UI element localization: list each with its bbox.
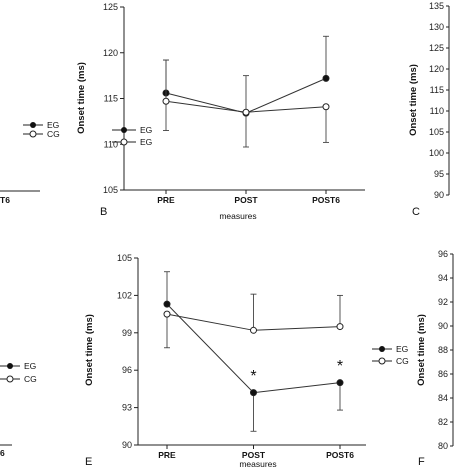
chart-b-xlabel: measures [219, 211, 256, 221]
legend-open-marker [120, 138, 128, 146]
right-top-tick-label: 100 [429, 148, 444, 158]
legend-open-marker [378, 357, 386, 365]
right-top-tick-label: 90 [434, 190, 444, 200]
chart-e-xlabel: measures [239, 459, 276, 469]
right-top-tick-label: 95 [434, 169, 444, 179]
chart-e-x-tick-label: POST [242, 450, 266, 460]
right-top-tick-label: 120 [429, 64, 444, 74]
chart-e-y-tick-label: 105 [117, 253, 132, 263]
right-bottom-ylabel: Onset time (ms) [416, 314, 427, 386]
legend-bottom-right: EG CG [372, 344, 409, 366]
right-bottom-tick-label: 96 [438, 249, 448, 259]
right-top-tick-label: 105 [429, 127, 444, 137]
chart-b-x-tick-label: POST6 [312, 195, 340, 205]
legend-label: CG [24, 374, 37, 384]
chart-b-point-open [322, 103, 330, 111]
chart-e-y-tick-label: 99 [122, 328, 132, 338]
chart-b-x-tick-label: PRE [157, 195, 175, 205]
chart-e-point-open [250, 326, 257, 334]
panel-label-c: C [412, 206, 420, 218]
right-partial-axis-top: Onset time (ms) C 90 95 100 105 110 115 120 125… [408, 1, 450, 218]
panel-label-e: E [85, 456, 92, 468]
chart-b-marks [162, 35, 330, 148]
chart-e-y-tick-label: 90 [122, 440, 132, 450]
legend-open-marker [6, 375, 14, 383]
chart-e-point-filled [336, 379, 344, 387]
chart-b-point-filled [322, 74, 330, 82]
legend-label: EG [24, 361, 36, 371]
legend-filled-marker [379, 346, 385, 352]
right-top-tick-label: 115 [430, 85, 444, 95]
chart-b-y-tick-label: 105 [103, 185, 118, 195]
legend-label: CG [47, 129, 60, 139]
right-bottom-tick-label: 90 [438, 321, 448, 331]
fragment-tick-label: T6 [0, 195, 10, 205]
chart-e-y-tick-label: 93 [122, 403, 132, 413]
right-top-ylabel: Onset time (ms) [408, 64, 419, 136]
right-partial-axis-bottom: EG CG Onset time (ms) F 80 82 84 86 88 90 92 94… [372, 249, 454, 468]
legend-top-left: EG CG [23, 120, 60, 139]
chart-b-y-tick-label: 110 [104, 139, 118, 149]
chart-e-marks: ** [163, 271, 344, 432]
chart-e-ylabel: Onset time (ms) [84, 314, 95, 386]
chart-e-point-open [336, 323, 344, 331]
legend-filled-marker [121, 127, 127, 133]
legend-label: CG [396, 356, 409, 366]
legend-bottom-left: EG CG [0, 361, 37, 384]
chart-e-axes: 90 93 96 99 102 105 PRE POST POST6 [117, 253, 366, 460]
left-fragment-bottom: 6 [0, 444, 12, 458]
right-top-tick-label: 125 [429, 43, 444, 53]
legend-label: EG [47, 120, 59, 130]
chart-e-x-tick-label: PRE [158, 450, 176, 460]
chart-b-axes: 105 110 115 120 125 PRE POST POST6 [103, 2, 365, 205]
right-top-tick-label: 110 [430, 106, 444, 116]
chart-b-ylabel: Onset time (ms) [76, 62, 87, 134]
fragment-tick-label: 6 [0, 448, 5, 458]
right-bottom-tick-label: 82 [438, 417, 448, 427]
chart-e-x-tick-label: POST6 [326, 450, 354, 460]
right-top-tick-label: 135 [429, 1, 444, 11]
chart-e-y-tick-label: 96 [122, 365, 132, 375]
right-bottom-tick-label: 84 [438, 393, 448, 403]
right-bottom-tick-label: 94 [438, 273, 448, 283]
chart-b-x-tick-label: POST [234, 195, 258, 205]
left-fragment-top: T6 [0, 190, 40, 205]
chart-b-y-tick-label: 125 [103, 2, 118, 12]
chart-e-point-filled [250, 389, 257, 397]
chart-b-y-tick-label: 120 [103, 48, 118, 58]
chart-e-point-open [163, 310, 171, 318]
chart-b-y-tick-label: 115 [104, 94, 118, 104]
chart-e-significance-marker: * [250, 368, 256, 385]
right-bottom-tick-label: 92 [438, 297, 448, 307]
right-bottom-tick-label: 86 [438, 369, 448, 379]
chart-e-point-filled [163, 300, 171, 308]
panel-label-f: F [418, 456, 425, 468]
right-top-tick-label: 130 [429, 22, 444, 32]
chart-b-legend: EG EG [112, 125, 152, 147]
legend-filled-marker [30, 122, 36, 128]
legend-open-marker [29, 130, 37, 138]
legend-filled-marker [7, 363, 13, 369]
legend-label: EG [140, 125, 152, 135]
legend-label: EG [396, 344, 408, 354]
right-bottom-tick-label: 80 [438, 441, 448, 451]
chart-e-significance-marker: * [337, 358, 343, 375]
legend-label: EG [140, 137, 152, 147]
panel-label-b: B [100, 206, 107, 218]
chart-b-point-open [162, 97, 170, 105]
chart-b-point-open [242, 108, 250, 116]
right-bottom-tick-label: 88 [438, 345, 448, 355]
chart-e-y-tick-label: 102 [117, 290, 132, 300]
chart-panel-b: 105 110 115 120 125 PRE POST POST6 EG EG B meas… [76, 2, 365, 221]
